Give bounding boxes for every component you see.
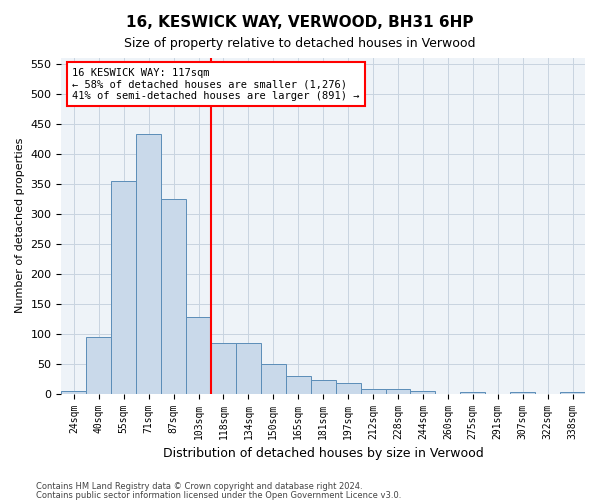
Text: Contains HM Land Registry data © Crown copyright and database right 2024.: Contains HM Land Registry data © Crown c… xyxy=(36,482,362,491)
Text: 16, KESWICK WAY, VERWOOD, BH31 6HP: 16, KESWICK WAY, VERWOOD, BH31 6HP xyxy=(126,15,474,30)
Bar xyxy=(211,342,236,394)
Bar xyxy=(186,317,211,394)
Bar xyxy=(161,198,186,394)
Bar xyxy=(86,336,111,394)
Bar xyxy=(386,389,410,394)
Bar xyxy=(410,390,436,394)
Bar xyxy=(236,342,261,394)
Text: Size of property relative to detached houses in Verwood: Size of property relative to detached ho… xyxy=(124,38,476,51)
Text: Contains public sector information licensed under the Open Government Licence v3: Contains public sector information licen… xyxy=(36,490,401,500)
Bar xyxy=(560,392,585,394)
Bar xyxy=(335,383,361,394)
X-axis label: Distribution of detached houses by size in Verwood: Distribution of detached houses by size … xyxy=(163,447,484,460)
Bar xyxy=(510,392,535,394)
Bar xyxy=(61,390,86,394)
Bar xyxy=(361,390,386,394)
Bar xyxy=(286,376,311,394)
Bar xyxy=(460,392,485,394)
Y-axis label: Number of detached properties: Number of detached properties xyxy=(15,138,25,314)
Bar xyxy=(311,380,335,394)
Bar xyxy=(261,364,286,394)
Bar xyxy=(136,134,161,394)
Text: 16 KESWICK WAY: 117sqm
← 58% of detached houses are smaller (1,276)
41% of semi-: 16 KESWICK WAY: 117sqm ← 58% of detached… xyxy=(72,68,359,101)
Bar xyxy=(111,180,136,394)
